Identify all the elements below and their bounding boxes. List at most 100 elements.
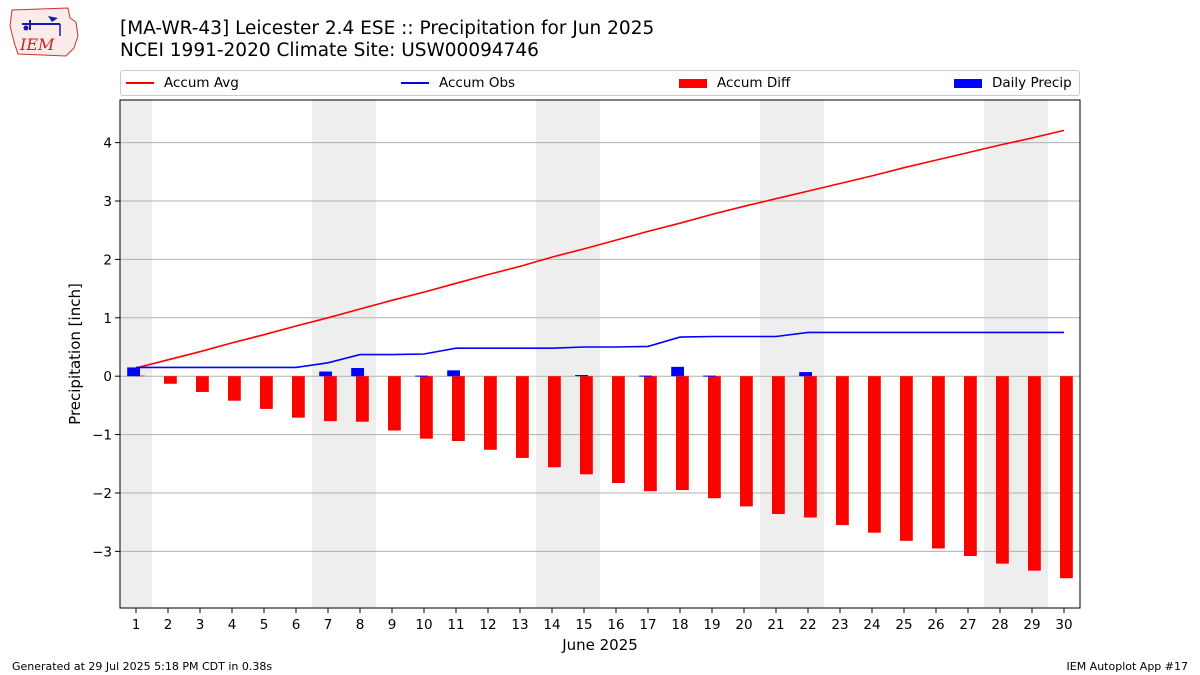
legend-label-accum-diff: Accum Diff	[717, 75, 791, 91]
chart-title: [MA-WR-43] Leicester 2.4 ESE :: Precipit…	[120, 18, 655, 39]
diff-bar-3	[196, 376, 209, 392]
diff-bar-22	[804, 376, 817, 518]
diff-bar-25	[900, 376, 913, 541]
legend-label-accum-avg: Accum Avg	[164, 75, 239, 91]
y-tick-label: −1	[92, 428, 112, 444]
accum-obs-line	[136, 331, 1064, 369]
diff-bar-15	[580, 376, 593, 475]
diff-bar-7	[324, 376, 337, 422]
x-tick-label: 27	[959, 617, 976, 633]
x-tick-label: 2	[164, 617, 173, 633]
accum-avg-line	[135, 129, 1065, 369]
y-tick-label: −2	[92, 486, 112, 502]
x-tick-label: 6	[292, 617, 301, 633]
x-tick-label: 24	[863, 617, 880, 633]
diff-bar-28	[996, 376, 1009, 564]
x-tick-label: 3	[196, 617, 205, 633]
chart-subtitle: NCEI 1991-2020 Climate Site: USW00094746	[120, 40, 539, 61]
x-tick-label: 12	[479, 617, 496, 633]
x-tick-label: 21	[767, 617, 784, 633]
daily-bar-15	[575, 375, 588, 377]
x-tick-label: 20	[735, 617, 752, 633]
diff-bar-26	[932, 376, 945, 549]
y-tick-label: 4	[103, 136, 112, 152]
legend-swatch-daily-precip	[954, 78, 982, 88]
diff-bar-17	[644, 376, 657, 492]
diff-bar-5	[260, 376, 273, 409]
legend-label-daily-precip: Daily Precip	[992, 75, 1072, 91]
x-tick-label: 7	[324, 617, 333, 633]
x-tick-label: 19	[703, 617, 720, 633]
legend-item-accum-diff: Accum Diff	[679, 71, 790, 95]
generated-note: Generated at 29 Jul 2025 5:18 PM CDT in …	[12, 660, 273, 673]
diff-bar-2	[164, 376, 177, 384]
daily-bar-17	[639, 375, 652, 377]
y-tick-label: 3	[103, 194, 112, 210]
daily-bar-8	[351, 368, 364, 377]
diff-bar-18	[676, 376, 689, 491]
x-tick-label: 9	[388, 617, 397, 633]
diff-bar-23	[836, 376, 849, 526]
y-tick-label: −3	[92, 544, 112, 560]
x-tick-label: 15	[575, 617, 592, 633]
y-tick-label: 0	[103, 369, 112, 385]
x-tick-label: 30	[1055, 617, 1072, 633]
diff-bar-8	[356, 376, 369, 422]
diff-bar-19	[708, 376, 721, 499]
diff-bar-6	[292, 376, 305, 418]
daily-bar-10	[415, 375, 428, 377]
diff-bar-30	[1060, 376, 1073, 579]
diff-bar-29	[1028, 376, 1041, 571]
x-tick-label: 13	[511, 617, 528, 633]
x-tick-label: 17	[639, 617, 656, 633]
diff-bar-21	[772, 376, 785, 514]
diff-bar-9	[388, 376, 401, 431]
diff-bar-4	[228, 376, 241, 401]
app-note: IEM Autoplot App #17	[1066, 660, 1189, 673]
legend-label-accum-obs: Accum Obs	[439, 75, 516, 91]
x-tick-label: 28	[991, 617, 1008, 633]
y-tick-label: 2	[103, 252, 112, 268]
legend-swatch-accum-obs	[401, 82, 429, 84]
x-tick-label: 26	[927, 617, 944, 633]
logo-text: IEM	[19, 35, 55, 54]
diff-bar-12	[484, 376, 497, 450]
daily-bar-22	[799, 372, 812, 377]
daily-bar-1	[127, 367, 140, 377]
x-tick-label: 1	[132, 617, 141, 633]
legend-item-accum-avg: Accum Avg	[126, 71, 239, 95]
x-tick-label: 4	[228, 617, 237, 633]
daily-bar-7	[319, 371, 332, 377]
x-tick-label: 5	[260, 617, 269, 633]
diff-bar-11	[452, 376, 465, 442]
weekend-shade-0	[120, 100, 152, 608]
diff-bar-24	[868, 376, 881, 533]
daily-bar-19	[703, 375, 716, 377]
daily-bar-11	[447, 370, 460, 377]
x-tick-label: 18	[671, 617, 688, 633]
plot-frame	[119, 99, 1081, 609]
iem-logo: IEM	[9, 7, 79, 57]
x-tick-label: 22	[799, 617, 816, 633]
x-tick-label: 8	[356, 617, 365, 633]
daily-bar-18	[671, 366, 684, 377]
y-axis-label: Precipitation [inch]	[66, 283, 84, 425]
weekend-shade-2	[536, 100, 600, 608]
diff-bar-27	[964, 376, 977, 557]
diff-bar-20	[740, 376, 753, 507]
y-tick-label: 1	[103, 311, 112, 327]
diff-bar-14	[548, 376, 561, 468]
diff-bar-10	[420, 376, 433, 439]
legend-item-daily-precip: Daily Precip	[954, 71, 1072, 95]
legend: Accum Avg Accum Obs Accum Diff Daily Pre…	[120, 70, 1080, 96]
weekend-shade-3	[760, 100, 824, 608]
legend-item-accum-obs: Accum Obs	[401, 71, 515, 95]
x-tick-label: 14	[543, 617, 560, 633]
x-tick-label: 23	[831, 617, 848, 633]
x-tick-label: 16	[607, 617, 624, 633]
legend-swatch-accum-diff	[679, 78, 707, 88]
x-tick-label: 10	[415, 617, 432, 633]
diff-bar-13	[516, 376, 529, 458]
legend-swatch-accum-avg	[126, 82, 154, 84]
